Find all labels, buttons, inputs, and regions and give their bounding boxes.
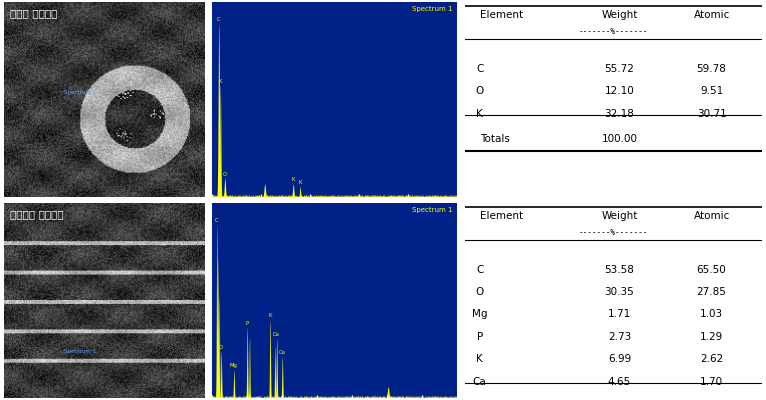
Text: K: K: [476, 354, 483, 364]
Text: Totals: Totals: [480, 134, 509, 144]
Text: 2.73: 2.73: [607, 332, 631, 342]
Text: P: P: [246, 320, 249, 326]
Text: 12.10: 12.10: [604, 86, 634, 96]
Text: O: O: [223, 172, 227, 177]
Text: 6.99: 6.99: [607, 354, 631, 364]
Text: 1.29: 1.29: [700, 332, 723, 342]
Text: 1.70: 1.70: [700, 377, 723, 387]
Text: K: K: [218, 79, 222, 84]
Text: Atomic: Atomic: [693, 211, 730, 221]
Text: 1.71: 1.71: [607, 310, 631, 320]
Text: Spectrum 1: Spectrum 1: [64, 349, 96, 354]
Text: 65.50: 65.50: [697, 264, 726, 274]
Text: P: P: [476, 332, 483, 342]
Text: 55.72: 55.72: [604, 64, 634, 74]
Text: K: K: [476, 108, 483, 118]
Text: Mg: Mg: [230, 363, 238, 368]
Text: 27.85: 27.85: [696, 287, 727, 297]
Text: -------%-------: -------%-------: [579, 228, 648, 237]
Text: 9.51: 9.51: [700, 86, 723, 96]
Text: 100.00: 100.00: [601, 134, 637, 144]
Text: 53.58: 53.58: [604, 264, 634, 274]
Text: K: K: [299, 180, 302, 185]
Text: 59.78: 59.78: [696, 64, 727, 74]
Text: Mg: Mg: [472, 310, 487, 320]
Text: Ca: Ca: [279, 350, 286, 355]
Text: Spectrum 1: Spectrum 1: [64, 90, 96, 95]
Text: O: O: [219, 345, 223, 350]
Text: Atomic: Atomic: [693, 10, 730, 20]
Text: 드럼형 체조장치: 드럼형 체조장치: [10, 8, 57, 18]
Text: 전기가열 체조장치: 전기가열 체조장치: [10, 209, 64, 219]
Text: keV: keV: [444, 232, 455, 237]
Text: 1.03: 1.03: [700, 310, 723, 320]
Text: C: C: [476, 264, 483, 274]
Text: Spectrum 1: Spectrum 1: [412, 207, 453, 213]
Text: 32.18: 32.18: [604, 108, 634, 118]
Text: 4.65: 4.65: [607, 377, 631, 387]
Text: Weight: Weight: [601, 10, 637, 20]
Text: 30.71: 30.71: [697, 108, 726, 118]
Text: Full Scale 2654 cts Cursor: 11.204  (3 cts): Full Scale 2654 cts Cursor: 11.204 (3 ct…: [214, 232, 316, 237]
Text: Element: Element: [480, 211, 522, 221]
Text: Spectrum 1: Spectrum 1: [412, 6, 453, 12]
Text: K: K: [268, 313, 272, 318]
Text: C: C: [217, 18, 221, 22]
Text: -------%-------: -------%-------: [579, 27, 648, 36]
Text: O: O: [476, 86, 484, 96]
Text: K: K: [292, 177, 295, 182]
Text: 30.35: 30.35: [604, 287, 634, 297]
Text: O: O: [476, 287, 484, 297]
Text: 2.62: 2.62: [700, 354, 723, 364]
Text: C: C: [476, 64, 483, 74]
Text: Element: Element: [480, 10, 522, 20]
Text: Weight: Weight: [601, 211, 637, 221]
Text: Ca: Ca: [473, 377, 486, 387]
Text: Ca: Ca: [273, 332, 280, 337]
Text: C: C: [215, 218, 218, 223]
